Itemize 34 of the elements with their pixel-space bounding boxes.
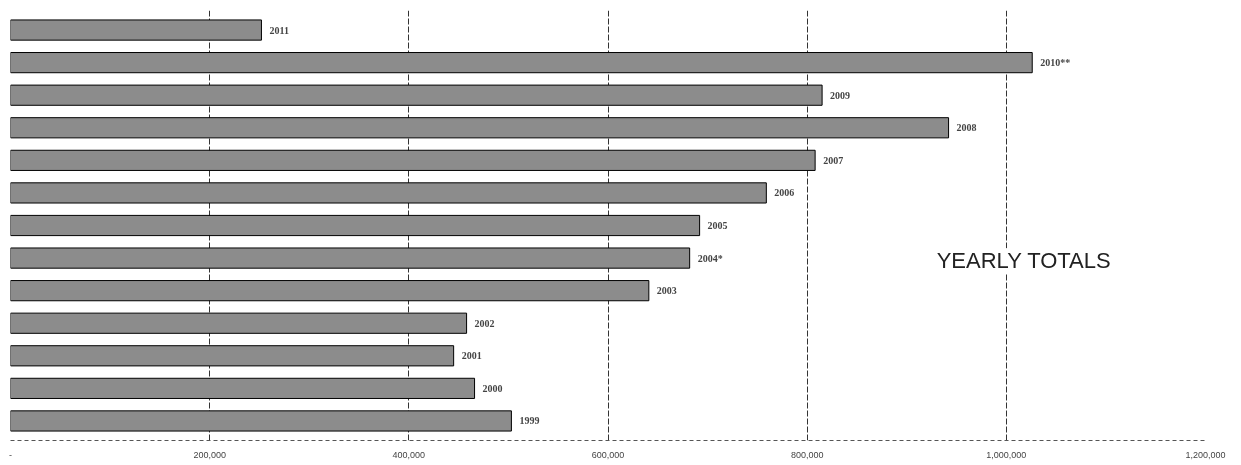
x-tick-label: 600,000: [591, 449, 625, 460]
bar: [10, 247, 691, 269]
x-tick-label: 1,000,000: [986, 449, 1027, 460]
y-tick-label: 2010**: [1040, 57, 1071, 69]
bar: [10, 410, 512, 432]
bar: [10, 52, 1033, 74]
bar: [10, 280, 650, 302]
x-tick-label: 800,000: [790, 449, 824, 460]
y-tick-label: 2008: [956, 122, 977, 134]
y-tick-label: 2004*: [697, 252, 723, 264]
y-tick-label: 2009: [830, 89, 851, 101]
y-tick-label: 2006: [774, 187, 795, 199]
bar: [10, 182, 767, 204]
bar: [10, 214, 701, 237]
y-tick-label: 2003: [656, 285, 677, 297]
annotation: YEARLY TOTALS: [936, 248, 1111, 274]
bar: [10, 19, 262, 41]
x-tick-label: 1,200,000: [1185, 449, 1226, 460]
bar: [10, 149, 816, 171]
bar: [10, 377, 476, 399]
y-tick-label: 1999: [519, 415, 540, 427]
y-tick-label: 2002: [474, 317, 495, 329]
bar: [10, 117, 950, 139]
y-tick-label: 2000: [482, 382, 503, 394]
y-tick-label: 2007: [823, 154, 844, 166]
y-tick-label: 2005: [707, 220, 728, 231]
bar: [10, 345, 455, 367]
bar: [10, 84, 823, 106]
y-tick-label: 2001: [461, 350, 482, 362]
x-tick-label: 200,000: [193, 449, 226, 460]
y-tick-label: 2011: [269, 24, 289, 36]
x-tick-label: 400,000: [392, 449, 426, 460]
x-tick-label: -: [9, 449, 12, 460]
bar: [10, 312, 468, 334]
